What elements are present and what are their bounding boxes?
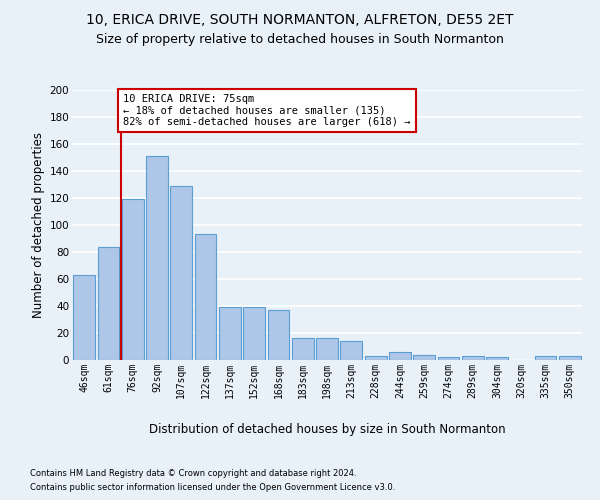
Text: Size of property relative to detached houses in South Normanton: Size of property relative to detached ho… (96, 32, 504, 46)
Bar (73, 275, 95, 360)
Bar (340, 341, 362, 360)
Bar (292, 338, 314, 360)
Bar (486, 358, 508, 360)
Bar (316, 338, 338, 360)
Text: 10 ERICA DRIVE: 75sqm
← 18% of detached houses are smaller (135)
82% of semi-det: 10 ERICA DRIVE: 75sqm ← 18% of detached … (123, 94, 410, 127)
Bar (365, 356, 386, 360)
Bar (462, 356, 484, 360)
Bar (194, 234, 217, 360)
Text: Contains HM Land Registry data © Crown copyright and database right 2024.: Contains HM Land Registry data © Crown c… (30, 468, 356, 477)
Bar (122, 200, 143, 360)
Bar (437, 358, 460, 360)
Bar (170, 186, 192, 360)
Text: Distribution of detached houses by size in South Normanton: Distribution of detached houses by size … (149, 422, 505, 436)
Text: Contains public sector information licensed under the Open Government Licence v3: Contains public sector information licen… (30, 484, 395, 492)
Bar (413, 354, 435, 360)
Bar (535, 356, 556, 360)
Bar (243, 308, 265, 360)
Bar (268, 310, 289, 360)
Text: 10, ERICA DRIVE, SOUTH NORMANTON, ALFRETON, DE55 2ET: 10, ERICA DRIVE, SOUTH NORMANTON, ALFRET… (86, 12, 514, 26)
Y-axis label: Number of detached properties: Number of detached properties (32, 132, 46, 318)
Bar (219, 308, 241, 360)
Bar (559, 356, 581, 360)
Bar (97, 246, 119, 360)
Bar (146, 156, 168, 360)
Bar (389, 352, 411, 360)
